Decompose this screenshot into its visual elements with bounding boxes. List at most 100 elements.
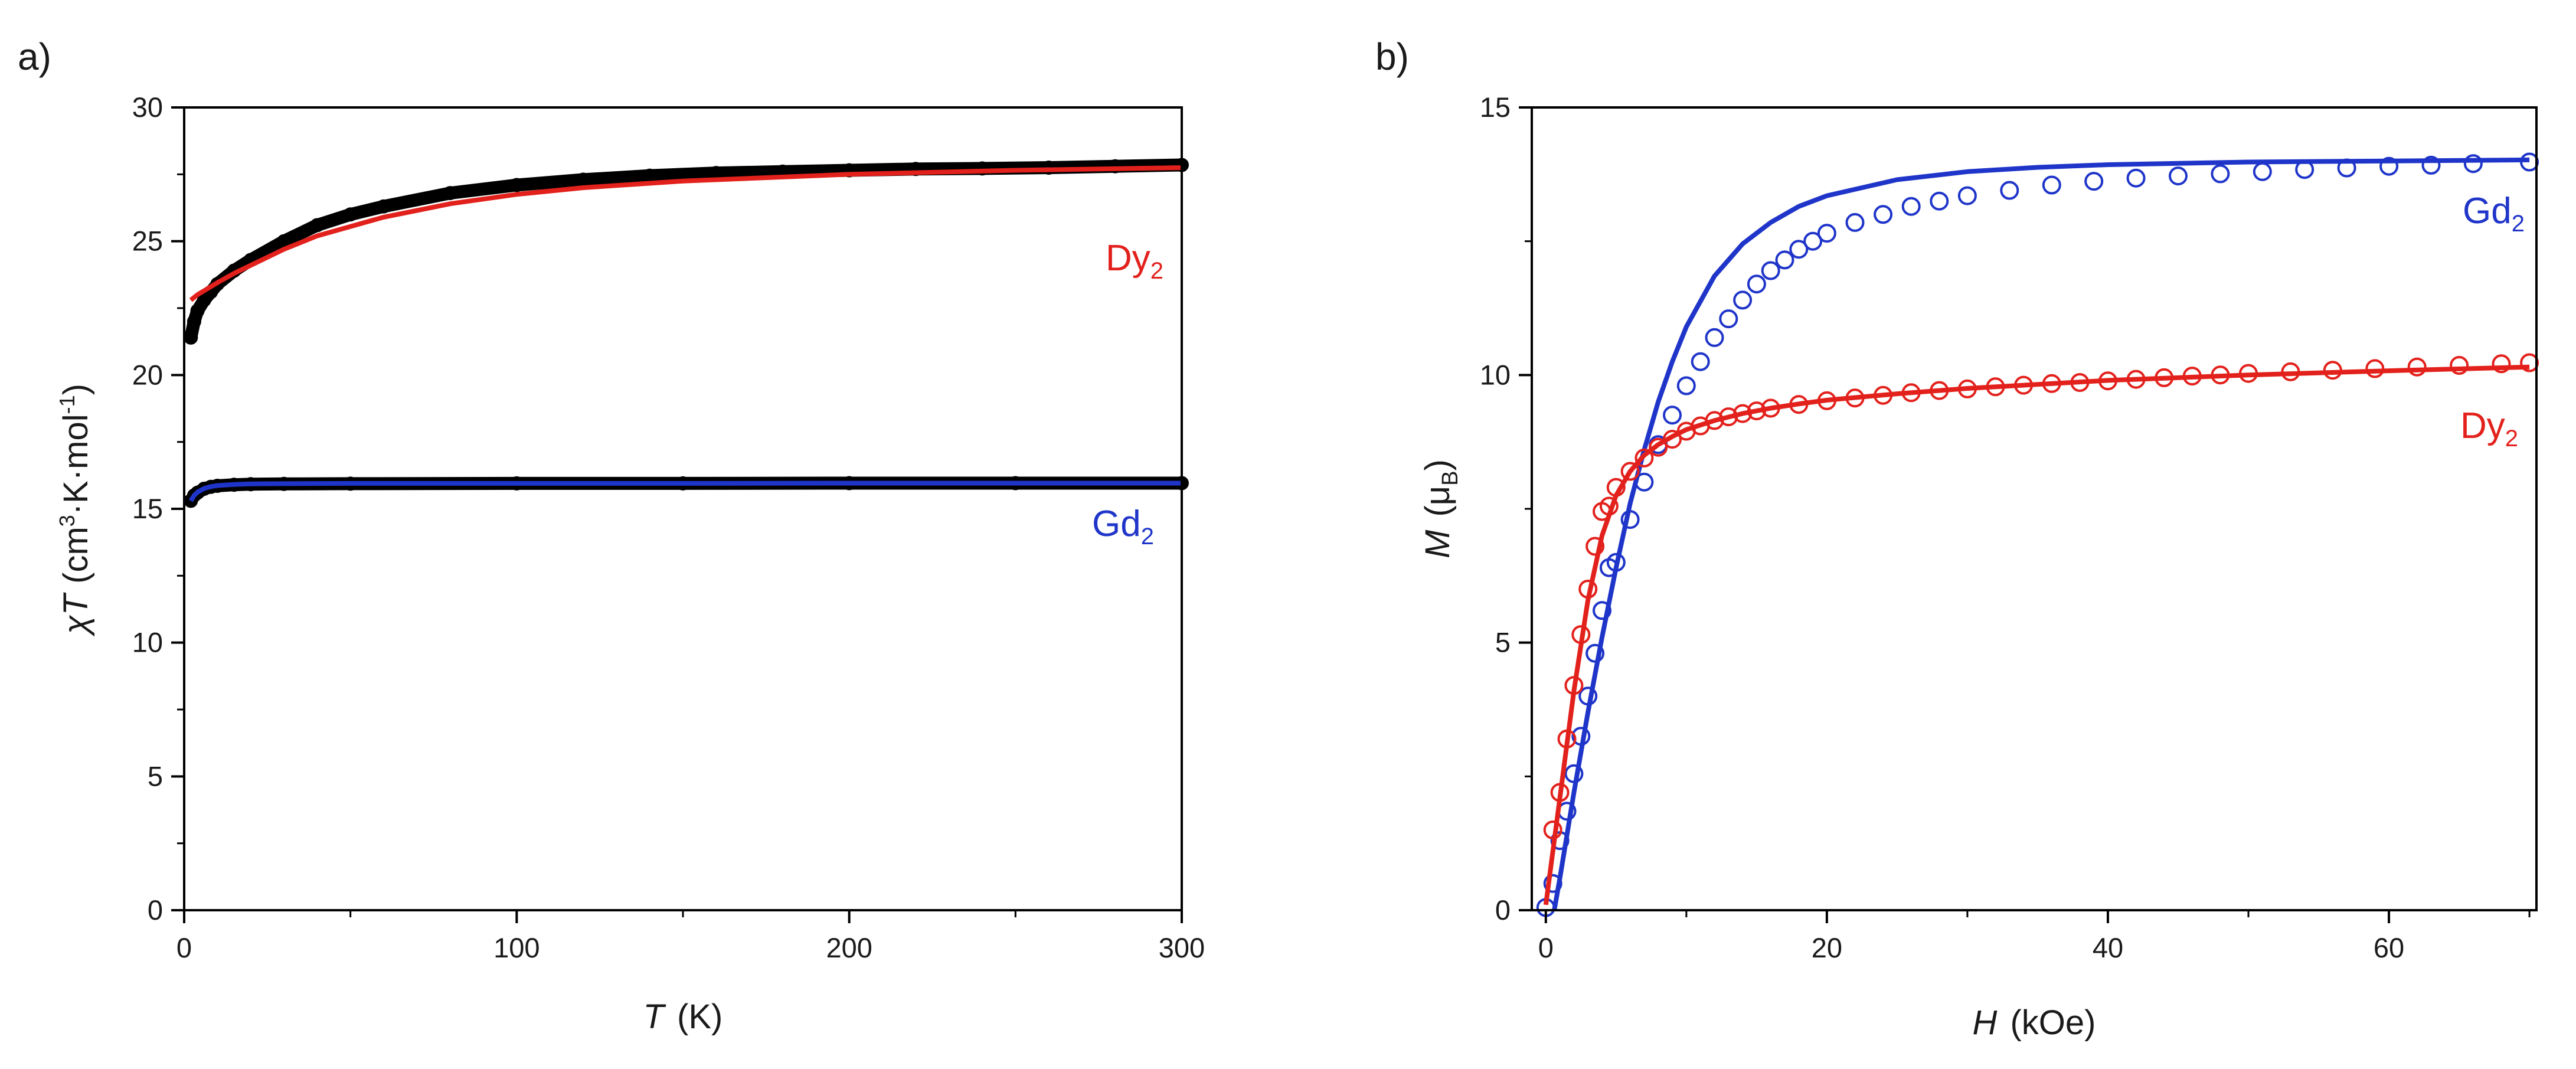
panel-b-point-gd2-experimental-7	[1586, 643, 1605, 663]
panel-a-label-gd2-sub: 2	[1141, 524, 1154, 550]
panel-b-series-dy2-fit	[1543, 364, 2530, 905]
panel-b-point-gd2-experimental-41	[2421, 155, 2441, 175]
panel-a-label-dy2-base: Dy	[1106, 238, 1150, 279]
panel-b-point-gd2-experimental-14	[1663, 406, 1682, 425]
panel-b-x-axis-title: H (kOe)	[1973, 1003, 2096, 1042]
panel-b-point-gd2-experimental-28	[1901, 197, 1921, 216]
panel-a-point-dy2-experimental-14	[576, 172, 590, 187]
panel-b-point-gd2-experimental-25	[1817, 224, 1836, 243]
panel-b-label-dy2-sub: 2	[2505, 426, 2518, 452]
panel-a-label: a)	[18, 35, 51, 78]
panel-a-ylabel-var: T	[57, 592, 95, 615]
panel-a-xlabel-var: T	[643, 998, 666, 1036]
panel-b-point-gd2-experimental-29	[1930, 191, 1949, 211]
panel-b-ylabel-unit-pre: (μ	[1418, 486, 1457, 517]
panel-b-label: b)	[1375, 35, 1409, 78]
panel-b-y-tick-label-2: 10	[1480, 359, 1511, 390]
panel-b-point-dy2-experimental-44	[2520, 353, 2539, 372]
panel-b-point-gd2-experimental-33	[2084, 172, 2104, 191]
panel-b-point-gd2-experimental-17	[1705, 328, 1724, 347]
panel-b-point-dy2-experimental-41	[2407, 357, 2427, 377]
panel-b-series-gd2-fit	[1552, 157, 2530, 911]
panel-b-y-tick-label-3: 15	[1480, 91, 1511, 123]
panel-b-point-dy2-experimental-12	[1649, 437, 1668, 457]
panel-b-y-axis-title: M (μB)	[1418, 459, 1463, 558]
panel-b-x-tick-label-1: 20	[1812, 932, 1842, 963]
panel-a-label-dy2: Dy2	[1106, 238, 1163, 284]
panel-b-point-gd2-experimental-24	[1803, 231, 1823, 251]
panel-b-marks	[1536, 152, 2539, 917]
panel-b-point-gd2-experimental-30	[1957, 186, 1977, 205]
panel-b-point-gd2-experimental-21	[1761, 261, 1780, 280]
panel-b-label-gd2-base: Gd	[2463, 191, 2512, 231]
panel-b-point-gd2-experimental-40	[2379, 156, 2399, 176]
panel-b-label-gd2-sub: 2	[2512, 211, 2525, 237]
panel-b-point-gd2-experimental-18	[1719, 309, 1738, 329]
panel-a-label-dy2-sub: 2	[1150, 258, 1163, 284]
panel-b-label-dy2-base: Dy	[2460, 406, 2505, 446]
panel-a-ylabel-unit-pre: (cm	[57, 527, 95, 584]
panel-a-ticks: 0 100 200 300 0 5 10 15 20 25 30	[132, 91, 1205, 963]
panel-b-point-gd2-experimental-35	[2169, 166, 2188, 186]
panel-a-point-dy2-experimental-12	[443, 186, 457, 201]
panel-a-point-dy2-experimental-9	[310, 218, 325, 233]
panel-a-x-tick-label-2: 200	[826, 932, 872, 963]
panel-a-label-gd2-base: Gd	[1092, 504, 1141, 544]
panel-a-y-axis-title: χT (cm3·K·mol-1)	[55, 384, 95, 637]
panel-a-x-tick-label-0: 0	[176, 932, 192, 963]
panel-b-point-gd2-experimental-22	[1775, 250, 1794, 270]
panel-a-x-axis-title: T (K)	[643, 998, 723, 1036]
panel-b-point-dy2-experimental-42	[2450, 356, 2469, 375]
panel-b-xlabel-unit: (kOe)	[2010, 1003, 2096, 1042]
panel-b-x-tick-label-2: 40	[2093, 932, 2123, 963]
panel-b-y-tick-label-0: 0	[1495, 894, 1511, 926]
panel-a-series-dy2-fit	[189, 165, 1182, 302]
panel-b-point-dy2-experimental-43	[2492, 354, 2511, 374]
panel-a-point-dy2-experimental-13	[509, 178, 524, 192]
panel-b-point-gd2-experimental-42	[2463, 154, 2483, 174]
panel-a-y-tick-label-6: 30	[132, 91, 163, 123]
panel-a-ylabel-sup1: 3	[55, 515, 79, 527]
panel-a-y-tick-label-3: 15	[132, 493, 163, 524]
panel-a-y-tick-label-5: 25	[132, 225, 163, 257]
panel-b-xlabel-var: H	[1973, 1003, 1998, 1042]
panel-a-ylabel-sup2: -1	[55, 395, 79, 414]
panel-a-x-tick-label-1: 100	[493, 932, 540, 963]
panel-b-x-tick-label-3: 60	[2374, 932, 2404, 963]
panel-a-point-dy2-experimental-15	[642, 168, 657, 183]
panel-a-y-tick-label-0: 0	[148, 894, 163, 926]
panel-b-point-gd2-experimental-34	[2126, 168, 2146, 188]
panel-a-frame	[183, 106, 1183, 911]
panel-a-series-dy2-experimental-trace	[184, 158, 1188, 344]
panel-b-label-dy2: Dy2	[2460, 406, 2518, 452]
panel-a-y-tick-label-1: 5	[148, 760, 163, 792]
panel-a-point-dy2-experimental-8	[277, 234, 291, 249]
panel-a-ylabel-chi: χ	[57, 614, 95, 637]
panel-a-y-tick-label-2: 10	[132, 627, 163, 658]
panel-b-point-gd2-experimental-26	[1845, 213, 1865, 232]
panel-b-point-gd2-experimental-23	[1789, 240, 1809, 259]
panel-a-ylabel-unit-mid: ·K·mol	[57, 414, 95, 515]
panel-b-point-dy2-experimental-11	[1634, 448, 1654, 468]
panel-b-frame	[1531, 106, 2538, 911]
panel-a-point-dy2-experimental-2	[190, 303, 205, 318]
panel-a-xlabel-unit: (K)	[677, 998, 723, 1036]
panel-b-point-gd2-experimental-20	[1747, 274, 1766, 294]
panel-a-point-dy2-experimental-16	[709, 166, 724, 181]
panel-b-point-gd2-experimental-36	[2211, 164, 2230, 184]
panel-a-y-tick-label-4: 20	[132, 359, 163, 390]
panel-b-ticks: 0 20 40 60 0 5 10 15	[1480, 91, 2531, 963]
panel-b-point-gd2-experimental-37	[2253, 162, 2272, 181]
panel-b-point-gd2-experimental-27	[1874, 205, 1893, 224]
panel-b-point-dy2-experimental-6	[1586, 537, 1605, 556]
panel-b-point-dy2-experimental-10	[1620, 462, 1640, 481]
panel-b-ylabel-unit-post: )	[1418, 459, 1457, 470]
panel-a-point-dy2-experimental-11	[377, 199, 391, 214]
panel-b-ylabel-sub: B	[1438, 470, 1463, 485]
panel-b-ylabel-var: M	[1418, 529, 1457, 558]
panel-b-point-gd2-experimental-19	[1733, 290, 1753, 310]
panel-b-point-gd2-experimental-16	[1691, 352, 1710, 371]
panel-b-point-gd2-experimental-31	[2000, 181, 2019, 200]
